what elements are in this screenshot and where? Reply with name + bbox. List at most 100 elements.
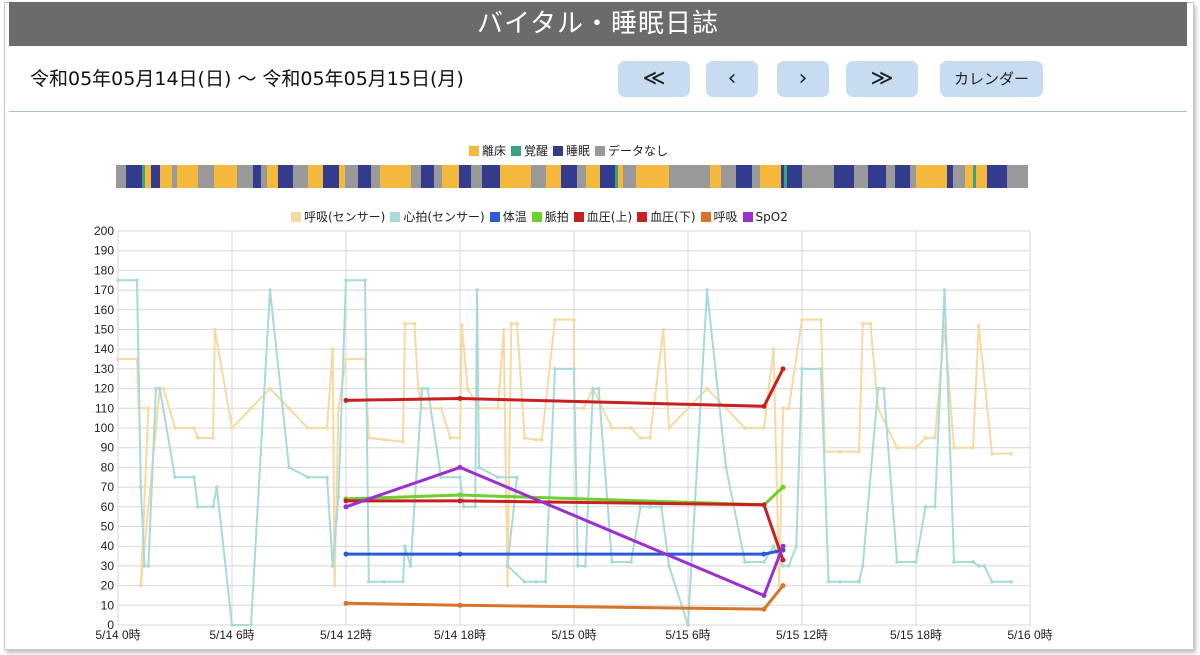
data-point — [780, 543, 786, 549]
y-tick-label: 80 — [101, 460, 115, 474]
data-point — [868, 321, 873, 326]
sleep-bar-segment — [481, 165, 501, 188]
sleep-bar-segment — [886, 165, 895, 188]
data-point — [629, 560, 633, 564]
data-point — [780, 484, 786, 490]
data-point — [146, 564, 151, 568]
calendar-button[interactable]: カレンダー — [940, 61, 1043, 97]
data-point — [336, 495, 341, 499]
y-tick-label: 100 — [94, 421, 114, 435]
data-point — [457, 395, 463, 401]
data-point — [990, 579, 994, 584]
y-tick-label: 30 — [101, 559, 115, 573]
sleep-legend-item: 覚醒 — [511, 142, 548, 159]
data-point — [724, 406, 728, 411]
data-point — [659, 505, 664, 509]
data-point — [800, 367, 804, 371]
y-tick-label: 160 — [94, 303, 114, 317]
sleep-legend-label: 睡眠 — [566, 144, 591, 158]
y-tick-label: 110 — [95, 401, 114, 415]
data-point — [781, 564, 785, 568]
data-point — [914, 445, 918, 450]
sleep-bar-segment — [380, 165, 412, 188]
sleep-legend-item: 離床 — [469, 142, 506, 159]
last-page-button[interactable]: ≫ — [846, 61, 918, 97]
data-point — [325, 426, 329, 430]
data-point — [505, 583, 510, 588]
first-page-button[interactable]: ≪ — [618, 61, 690, 97]
data-point — [761, 592, 767, 598]
sleep-bar-segment — [307, 165, 324, 188]
data-point — [412, 321, 417, 326]
next-button[interactable]: › — [777, 61, 829, 97]
data-point — [933, 505, 937, 509]
data-point — [522, 436, 527, 440]
series-legend: 呼吸(センサー) 心拍(センサー) 体温 脈拍 血圧(上) 血圧(下) 呼吸 SpO2 — [291, 208, 793, 225]
data-point — [610, 560, 614, 564]
sleep-legend-item: データなし — [595, 142, 668, 159]
sleep-bar-segment — [411, 165, 422, 188]
data-point — [116, 357, 120, 361]
y-tick-label: 170 — [94, 283, 114, 297]
data-point — [343, 600, 349, 606]
data-point — [457, 498, 463, 504]
data-point — [475, 288, 479, 292]
series-legend-item: 血圧(上) — [573, 208, 633, 225]
series-legend-label: 血圧(上) — [586, 210, 633, 224]
data-point — [211, 436, 215, 440]
sleep-bar-segment — [177, 165, 198, 188]
data-point — [135, 278, 139, 283]
series-legend-item: 呼吸(センサー) — [291, 208, 385, 225]
data-point — [403, 321, 407, 326]
data-point — [861, 321, 865, 326]
sleep-legend-label: データなし — [608, 144, 669, 158]
data-point — [146, 406, 151, 411]
data-point — [762, 426, 766, 430]
sleep-bar-segment — [370, 165, 381, 188]
data-point — [786, 564, 791, 568]
sleep-legend-swatch — [595, 145, 606, 156]
sleep-bar-segment — [267, 165, 278, 188]
data-point — [539, 438, 544, 442]
data-point — [952, 560, 956, 564]
series-legend-label: 体温 — [502, 210, 527, 224]
series-legend-item: 脈拍 — [531, 208, 569, 225]
data-point — [705, 386, 709, 391]
x-tick-label: 5/15 12時 — [776, 628, 828, 642]
series-legend-label: 脈拍 — [544, 210, 569, 224]
sleep-bar-segment — [947, 165, 953, 188]
data-point — [857, 449, 861, 454]
data-point — [330, 347, 335, 352]
prev-button[interactable]: ‹ — [706, 61, 758, 97]
data-point — [743, 426, 747, 430]
data-point — [196, 436, 200, 440]
data-point — [173, 426, 177, 430]
data-point — [661, 327, 666, 332]
data-point — [343, 504, 349, 510]
data-point — [838, 449, 842, 454]
data-point — [971, 560, 975, 564]
data-point — [161, 386, 166, 391]
data-point — [230, 426, 234, 430]
data-point — [976, 323, 981, 328]
sleep-bar-segment — [323, 165, 339, 188]
data-point — [705, 288, 709, 292]
data-point — [420, 386, 424, 391]
data-point — [306, 426, 310, 430]
sleep-state-bar — [116, 165, 1029, 188]
sleep-legend-label: 覚醒 — [524, 144, 549, 158]
data-point — [761, 403, 767, 409]
data-point — [142, 564, 147, 568]
data-point — [761, 606, 767, 612]
sleep-bar-segment — [786, 165, 803, 188]
data-point — [501, 327, 506, 332]
data-point — [139, 583, 143, 588]
sleep-bar-segment — [867, 165, 887, 188]
sleep-bar-segment — [586, 165, 600, 188]
data-point — [895, 445, 899, 450]
series-legend-swatch — [531, 211, 542, 222]
data-point — [800, 317, 804, 322]
data-point — [425, 386, 430, 391]
data-point — [192, 426, 196, 430]
sleep-bar-segment — [214, 165, 238, 188]
